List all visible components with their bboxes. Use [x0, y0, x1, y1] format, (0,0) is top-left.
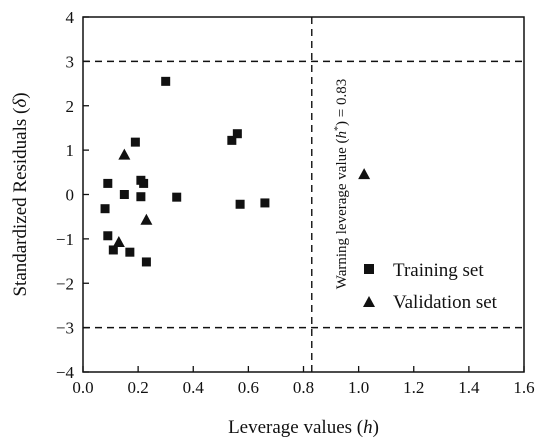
y-axis-ticks: −4 −3 −2 −1 0 1 2 3 4 — [56, 8, 89, 382]
training-point — [103, 178, 113, 188]
legend-validation-marker — [363, 296, 375, 307]
x-tick-label: 0.8 — [293, 378, 314, 397]
x-tick-label: 1.2 — [403, 378, 424, 397]
x-tick-label: 1.0 — [348, 378, 369, 397]
y-tick-label: 2 — [66, 97, 75, 116]
training-point — [172, 192, 182, 202]
x-tick-label: 0.2 — [128, 378, 149, 397]
legend: Training set Validation set — [363, 260, 498, 313]
y-tick-label: 4 — [66, 8, 75, 27]
validation-point — [118, 148, 131, 160]
training-point — [161, 76, 171, 86]
training-point — [103, 231, 113, 241]
warning-leverage-annotation: Warning leverage value (h*) = 0.83 — [333, 79, 351, 290]
y-tick-label: −1 — [56, 230, 74, 249]
data-points — [100, 76, 371, 267]
validation-point — [112, 235, 125, 247]
y-tick-label: 0 — [66, 186, 75, 205]
training-point — [141, 257, 151, 267]
y-tick-label: −3 — [56, 319, 74, 338]
training-point — [125, 247, 135, 257]
x-axis-ticks: 0.0 0.2 0.4 0.6 0.8 1.0 1.2 1.4 1.6 — [72, 366, 535, 397]
x-axis-title: Leverage values (h) — [228, 417, 379, 438]
y-tick-label: −2 — [56, 274, 74, 293]
x-tick-label: 0.0 — [72, 378, 93, 397]
validation-point — [140, 213, 153, 225]
legend-validation-label: Validation set — [393, 292, 498, 313]
training-point — [139, 178, 149, 188]
x-tick-label: 0.6 — [238, 378, 259, 397]
training-point — [235, 199, 245, 209]
training-point — [100, 204, 110, 214]
training-point — [227, 135, 237, 145]
validation-point — [358, 168, 371, 180]
training-point — [108, 245, 118, 255]
legend-training-label: Training set — [393, 260, 484, 281]
training-point — [232, 129, 242, 139]
training-point — [119, 190, 129, 199]
y-axis-title: Standardized Residuals (δ) — [10, 92, 31, 296]
y-tick-label: −4 — [56, 363, 75, 382]
x-tick-label: 1.4 — [458, 378, 480, 397]
training-point — [130, 137, 140, 147]
training-point — [260, 198, 270, 208]
legend-training-marker — [364, 264, 374, 274]
x-tick-label: 0.4 — [183, 378, 205, 397]
training-point — [136, 192, 146, 202]
x-tick-label: 1.6 — [513, 378, 534, 397]
reference-lines — [83, 17, 524, 372]
y-tick-label: 1 — [66, 141, 75, 160]
plot-frame — [82, 16, 525, 373]
y-tick-label: 3 — [66, 52, 75, 71]
